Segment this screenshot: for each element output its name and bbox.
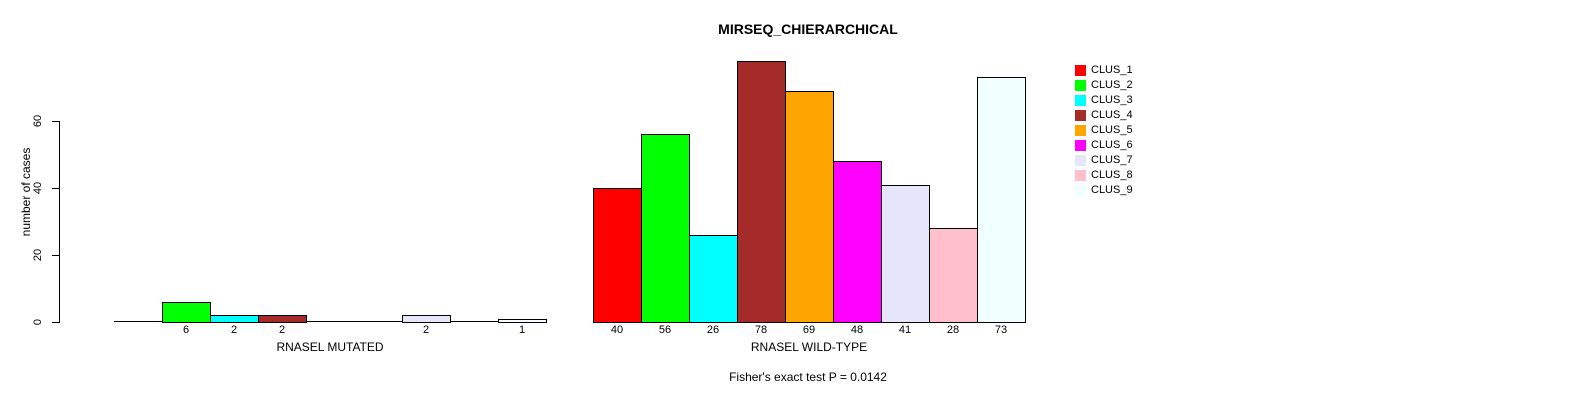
bar-value-label: 2 (422, 324, 430, 336)
bar-clus_7 (402, 315, 451, 323)
bar-clus_4 (258, 315, 307, 323)
y-tick (52, 255, 59, 256)
y-tick (52, 188, 59, 189)
legend-label-clus_9: CLUS_9 (1091, 184, 1133, 196)
legend-label-clus_5: CLUS_5 (1091, 124, 1133, 136)
x-axis-label-wild-type: RNASEL WILD-TYPE (750, 340, 868, 354)
bar-value-label: 41 (898, 324, 912, 336)
y-tick-label: 60 (32, 114, 44, 128)
bar-clus_8 (929, 228, 978, 323)
bar-clus_3 (689, 235, 738, 323)
y-tick (52, 322, 59, 323)
bar-value-label: 56 (658, 324, 672, 336)
chart-title: MIRSEQ_CHIERARCHICAL (718, 21, 898, 37)
legend-swatch-clus_4 (1075, 110, 1086, 121)
x-axis-label-mutated: RNASEL MUTATED (276, 340, 384, 354)
bar-clus_7 (881, 185, 930, 323)
legend-swatch-clus_2 (1075, 80, 1086, 91)
bar-value-label: 48 (850, 324, 864, 336)
bar-value-label: 1 (518, 324, 526, 336)
y-tick (52, 121, 59, 122)
y-tick-label: 20 (32, 248, 44, 262)
bar-clus_9 (977, 77, 1026, 323)
legend-label-clus_7: CLUS_7 (1091, 154, 1133, 166)
zero-bar-line (114, 321, 163, 322)
legend-swatch-clus_5 (1075, 125, 1086, 136)
legend-label-clus_2: CLUS_2 (1091, 79, 1133, 91)
legend-label-clus_6: CLUS_6 (1091, 139, 1133, 151)
y-axis-label: number of cases (19, 147, 33, 237)
bar-clus_6 (833, 161, 882, 323)
legend-swatch-clus_6 (1075, 140, 1086, 151)
y-axis-line (59, 121, 60, 323)
legend-swatch-clus_9 (1075, 185, 1086, 196)
bar-value-label: 26 (706, 324, 720, 336)
y-tick-label: 0 (32, 318, 44, 326)
bar-clus_1 (593, 188, 642, 323)
bar-value-label: 28 (946, 324, 960, 336)
bar-value-label: 78 (754, 324, 768, 336)
y-tick-label: 40 (32, 181, 44, 195)
legend-label-clus_8: CLUS_8 (1091, 169, 1133, 181)
fisher-test-note: Fisher's exact test P = 0.0142 (729, 370, 887, 384)
bar-clus_3 (210, 315, 259, 323)
bar-value-label: 73 (994, 324, 1008, 336)
bar-value-label: 2 (230, 324, 238, 336)
zero-bar-line (306, 321, 355, 322)
legend-label-clus_4: CLUS_4 (1091, 109, 1133, 121)
zero-bar-line (450, 321, 499, 322)
legend-swatch-clus_7 (1075, 155, 1086, 166)
legend-swatch-clus_8 (1075, 170, 1086, 181)
legend-swatch-clus_3 (1075, 95, 1086, 106)
bar-clus_2 (162, 302, 211, 323)
bar-clus_2 (641, 134, 690, 323)
legend-swatch-clus_1 (1075, 65, 1086, 76)
bar-clus_5 (785, 91, 834, 323)
bar-value-label: 6 (182, 324, 190, 336)
zero-bar-line (354, 321, 403, 322)
legend-label-clus_3: CLUS_3 (1091, 94, 1133, 106)
bar-clus_4 (737, 61, 786, 323)
bar-value-label: 2 (278, 324, 286, 336)
bar-value-label: 69 (802, 324, 816, 336)
bar-clus_9 (498, 319, 547, 323)
legend-label-clus_1: CLUS_1 (1091, 64, 1133, 76)
bar-value-label: 40 (610, 324, 624, 336)
